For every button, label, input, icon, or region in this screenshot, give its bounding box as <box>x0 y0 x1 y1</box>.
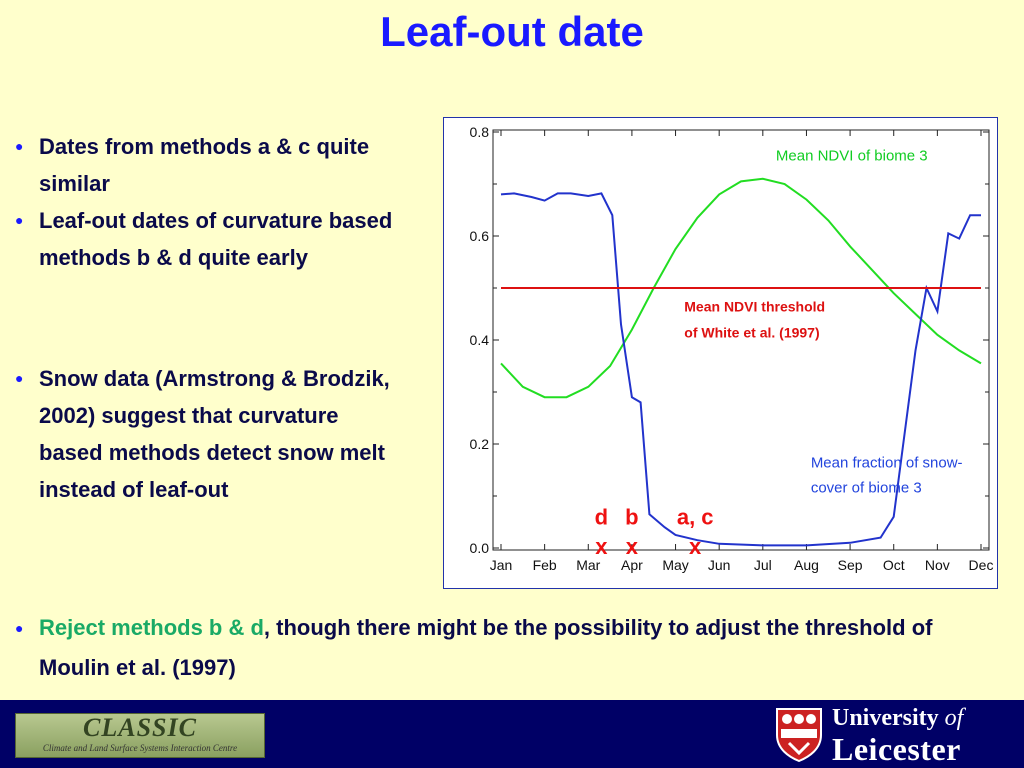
bullet-item: ● Reject methods b & d, though there mig… <box>5 608 1005 688</box>
slide-title: Leaf-out date <box>380 8 644 55</box>
bullet-list-snow: ● Snow data (Armstrong & Brodzik, 2002) … <box>5 360 405 508</box>
y-tick-label: 0.2 <box>470 436 490 452</box>
chart-container: 0.0 0.2 0.4 0.6 0.8 Jan Feb Mar Apr May Jun Jul Aug S… <box>443 117 998 589</box>
series-line <box>500 177 982 399</box>
bullet-dot-icon: ● <box>15 212 24 228</box>
bullet-highlight: Reject methods b & d <box>39 615 264 640</box>
university-wordmark: University of Leicester <box>832 704 963 766</box>
threshold-label: Mean NDVI threshold <box>684 298 825 314</box>
bullet-text: , though there might be the possibility … <box>39 615 933 680</box>
x-tick-label: May <box>662 557 688 573</box>
footer-bar: CLASSIC Climate and Land Surface Systems… <box>0 700 1024 768</box>
classic-logo: CLASSIC Climate and Land Surface Systems… <box>15 713 265 758</box>
x-tick-label: Dec <box>969 557 994 573</box>
snow-series-label: Mean fraction of snow- <box>811 454 963 471</box>
bullet-text: Dates from methods a & c quite similar <box>39 134 370 196</box>
x-tick-label: Jul <box>754 557 772 573</box>
bullet-item: ● Snow data (Armstrong & Brodzik, 2002) … <box>5 360 405 508</box>
method-marker-x: x <box>626 534 639 559</box>
x-tick-label: Oct <box>883 557 905 573</box>
classic-logo-title: CLASSIC <box>83 713 197 742</box>
bullet-dot-icon: ● <box>15 138 24 154</box>
threshold-label: of White et al. (1997) <box>684 324 819 340</box>
bullet-list-top: ● Dates from methods a & c quite similar… <box>5 128 425 276</box>
x-tick-label: Feb <box>533 557 557 573</box>
classic-logo-subtitle: Climate and Land Surface Systems Interac… <box>42 743 238 753</box>
university-line1: University of <box>832 705 964 731</box>
y-tick-label: 0.8 <box>470 124 490 140</box>
y-tick-label: 0.6 <box>470 228 490 244</box>
x-tick-label: Nov <box>925 557 950 573</box>
bullet-dot-icon: ● <box>15 620 24 636</box>
method-marker-x: x <box>595 534 608 559</box>
bullet-text: Snow data (Armstrong & Brodzik, 2002) su… <box>39 366 390 502</box>
bullet-text: Leaf-out dates of curvature based method… <box>39 208 393 270</box>
x-tick-label: Jun <box>708 557 731 573</box>
y-tick-label: 0.0 <box>470 540 490 556</box>
x-tick-label: Sep <box>838 557 863 573</box>
series-line <box>500 192 981 547</box>
bullet-item: ● Dates from methods a & c quite similar <box>5 128 425 202</box>
university-shield-icon <box>776 708 822 763</box>
method-marker-letter: d <box>595 505 608 530</box>
bullet-dot-icon: ● <box>15 370 24 386</box>
method-marker-x: x <box>689 534 702 559</box>
bullet-item: ● Leaf-out dates of curvature based meth… <box>5 202 425 276</box>
x-tick-label: Aug <box>794 557 819 573</box>
ndvi-snow-chart: 0.0 0.2 0.4 0.6 0.8 Jan Feb Mar Apr May Jun Jul Aug S… <box>470 124 994 573</box>
method-marker-letter: a, c <box>677 505 714 530</box>
x-tick-label: Mar <box>576 557 600 573</box>
x-tick-label: Apr <box>621 557 643 573</box>
y-tick-label: 0.4 <box>470 332 490 348</box>
bullet-list-conclusion: ● Reject methods b & d, though there mig… <box>5 608 1005 688</box>
ndvi-series-label: Mean NDVI of biome 3 <box>776 148 928 165</box>
method-marker-letter: b <box>625 505 638 530</box>
university-line2: Leicester <box>832 731 961 767</box>
x-tick-label: Jan <box>490 557 513 573</box>
snow-series-label: cover of biome 3 <box>811 479 922 496</box>
